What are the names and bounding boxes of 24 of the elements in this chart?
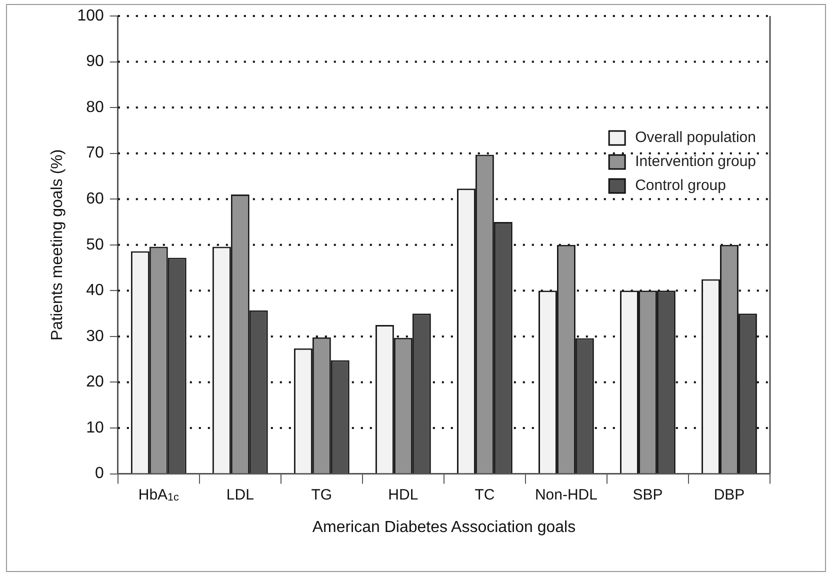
y-tick-label: 60 bbox=[86, 190, 104, 208]
x-tick-label: HDL bbox=[388, 486, 418, 504]
x-tick-label: Non-HDL bbox=[534, 486, 598, 504]
y-tick-label: 40 bbox=[86, 282, 104, 300]
x-tick-label: SBP bbox=[632, 486, 663, 504]
y-axis-title: Patients meeting goals (%) bbox=[49, 149, 66, 340]
x-axis-title: American Diabetes Association goals bbox=[312, 518, 576, 536]
legend-label: Intervention group bbox=[635, 153, 756, 170]
x-tick-label: TC bbox=[474, 486, 495, 504]
x-tick-label: HbA1c bbox=[138, 486, 180, 504]
y-tick-label: 90 bbox=[86, 53, 104, 70]
y-tick-label: 100 bbox=[77, 7, 104, 24]
y-tick-label: 80 bbox=[86, 98, 104, 116]
y-tick-label: 50 bbox=[86, 236, 104, 254]
x-tick-label: LDL bbox=[226, 486, 254, 504]
y-tick-label: 30 bbox=[86, 328, 104, 345]
legend-label: Overall population bbox=[635, 129, 756, 146]
y-tick-label: 10 bbox=[86, 419, 104, 436]
x-tick-label: DBP bbox=[714, 486, 745, 504]
y-tick-label: 20 bbox=[86, 374, 104, 391]
x-tick-label: TG bbox=[311, 486, 332, 504]
y-tick-label: 0 bbox=[94, 465, 104, 482]
legend-label: Control group bbox=[635, 177, 726, 194]
y-tick-label: 70 bbox=[86, 144, 104, 162]
